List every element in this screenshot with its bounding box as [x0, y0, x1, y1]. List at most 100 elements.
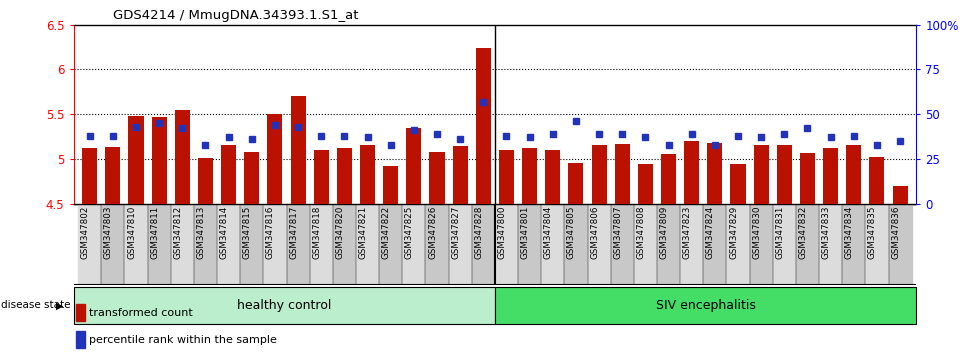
Bar — [128, 116, 143, 354]
Text: GSM347831: GSM347831 — [775, 206, 784, 259]
Bar — [662, 154, 676, 354]
Bar — [889, 204, 911, 285]
Text: ▶: ▶ — [56, 300, 64, 310]
Text: transformed count: transformed count — [89, 308, 193, 318]
Bar — [264, 204, 286, 285]
Bar — [726, 204, 750, 285]
Bar — [105, 147, 121, 354]
Bar — [286, 204, 310, 285]
Text: GSM347830: GSM347830 — [753, 206, 761, 259]
Bar — [174, 110, 190, 354]
Bar — [75, 304, 85, 321]
Bar — [314, 150, 328, 354]
Bar — [379, 204, 402, 285]
Bar — [495, 204, 518, 285]
Bar — [708, 143, 722, 354]
Text: GSM347833: GSM347833 — [821, 206, 831, 259]
Text: GSM347811: GSM347811 — [150, 206, 159, 259]
Bar — [152, 117, 167, 354]
Bar — [383, 166, 398, 354]
Bar — [124, 204, 148, 285]
Bar — [290, 96, 306, 354]
Text: GSM347827: GSM347827 — [451, 206, 461, 259]
Bar — [449, 204, 471, 285]
Text: disease state: disease state — [1, 300, 71, 310]
Text: GSM347817: GSM347817 — [289, 206, 298, 259]
Text: GSM347822: GSM347822 — [381, 206, 391, 259]
Bar — [310, 204, 333, 285]
Text: percentile rank within the sample: percentile rank within the sample — [89, 335, 276, 345]
Text: GSM347835: GSM347835 — [868, 206, 877, 259]
Text: SIV encephalitis: SIV encephalitis — [656, 299, 756, 312]
Text: GSM347820: GSM347820 — [335, 206, 344, 259]
Bar — [588, 204, 611, 285]
Text: GSM347813: GSM347813 — [196, 206, 206, 259]
Bar — [268, 114, 282, 354]
Bar — [522, 148, 537, 354]
Bar — [240, 204, 264, 285]
Text: GSM347829: GSM347829 — [729, 206, 738, 259]
Text: GSM347806: GSM347806 — [590, 206, 599, 259]
Bar — [754, 144, 768, 354]
Text: GSM347805: GSM347805 — [567, 206, 576, 259]
Bar — [545, 150, 561, 354]
Text: GSM347812: GSM347812 — [173, 206, 182, 259]
Text: GSM347824: GSM347824 — [706, 206, 714, 259]
Bar — [360, 144, 375, 354]
Bar — [82, 148, 97, 354]
Text: GSM347815: GSM347815 — [243, 206, 252, 259]
Bar — [356, 204, 379, 285]
Bar — [657, 204, 680, 285]
Bar — [471, 204, 495, 285]
Text: GSM347826: GSM347826 — [428, 206, 437, 259]
Bar — [634, 204, 657, 285]
Bar — [101, 204, 124, 285]
Bar — [198, 158, 213, 354]
Text: GSM347832: GSM347832 — [799, 206, 808, 259]
Text: GSM347808: GSM347808 — [636, 206, 646, 259]
Bar — [823, 148, 838, 354]
Bar — [74, 287, 495, 324]
Text: GSM347823: GSM347823 — [683, 206, 692, 259]
Bar — [638, 164, 653, 354]
Text: GSM347807: GSM347807 — [613, 206, 622, 259]
Bar — [592, 145, 607, 354]
Bar — [842, 204, 865, 285]
Bar — [402, 204, 425, 285]
Bar — [518, 204, 541, 285]
Bar — [865, 204, 889, 285]
Bar — [337, 148, 352, 354]
Text: GSM347802: GSM347802 — [80, 206, 90, 259]
Text: GSM347804: GSM347804 — [544, 206, 553, 259]
Bar — [75, 331, 85, 348]
Bar — [869, 157, 885, 354]
Bar — [750, 204, 773, 285]
Text: GSM347818: GSM347818 — [313, 206, 321, 259]
Text: GDS4214 / MmugDNA.34393.1.S1_at: GDS4214 / MmugDNA.34393.1.S1_at — [113, 9, 359, 22]
Bar — [773, 204, 796, 285]
Bar — [819, 204, 842, 285]
Bar — [476, 48, 491, 354]
Text: GSM347800: GSM347800 — [498, 206, 507, 259]
Text: GSM347816: GSM347816 — [266, 206, 275, 259]
Bar — [78, 204, 101, 285]
Text: healthy control: healthy control — [237, 299, 331, 312]
Bar — [453, 146, 467, 354]
Bar — [564, 204, 588, 285]
Bar — [847, 145, 861, 354]
Bar — [796, 204, 819, 285]
Bar — [171, 204, 194, 285]
Text: GSM347809: GSM347809 — [660, 206, 668, 259]
Text: GSM347836: GSM347836 — [891, 206, 900, 259]
Bar — [730, 164, 746, 354]
Bar — [244, 152, 260, 354]
Bar — [684, 141, 700, 354]
Text: GSM347825: GSM347825 — [405, 206, 414, 259]
Bar — [680, 204, 704, 285]
Text: GSM347821: GSM347821 — [359, 206, 368, 259]
Bar — [704, 204, 726, 285]
Bar — [221, 144, 236, 354]
Bar — [217, 204, 240, 285]
Bar — [148, 204, 171, 285]
Bar — [425, 204, 449, 285]
